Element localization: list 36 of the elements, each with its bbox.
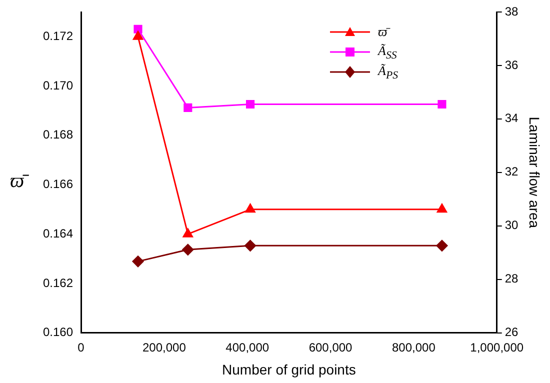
point (132, 256, 144, 268)
x-tick-label: 800,000 (392, 340, 436, 354)
x-tick-label: 200,000 (142, 340, 186, 354)
point (182, 228, 193, 238)
point (184, 103, 192, 112)
legend-label: Ã$_{PS}$ (378, 62, 398, 82)
point (132, 30, 144, 40)
point (436, 204, 448, 213)
x-axis-title: Number of grid points (222, 361, 356, 378)
y-tick-label: 0.166 (43, 177, 74, 192)
x-tick-label: 1,000,000 (470, 340, 524, 354)
y-tick-label: 0.162 (43, 276, 74, 290)
y-tick-label: 0.172 (43, 28, 74, 43)
y2-tick-label: 26 (504, 325, 519, 340)
point (438, 100, 446, 109)
y2-axis-title: Laminar flow area (526, 116, 543, 228)
point (246, 100, 255, 109)
y2-tick-label: 28 (504, 272, 519, 286)
point (134, 24, 142, 34)
y2-tick-label: 30 (504, 218, 519, 232)
x-tick-label: 600,000 (308, 340, 353, 354)
y2-tick-label: 38 (504, 4, 519, 18)
legend-label: Ã$_{SS}$ (378, 42, 397, 62)
y2-tick-label: 36 (504, 58, 519, 72)
x-tick-label: 0 (78, 340, 85, 354)
y-tick-label: 0.160 (43, 325, 74, 340)
point (436, 240, 448, 252)
y-tick-label: 0.164 (43, 226, 74, 240)
y2-tick-label: 34 (504, 111, 519, 126)
point (182, 244, 194, 256)
x-tick-label: 400,000 (226, 340, 270, 354)
point (244, 240, 256, 252)
y2-tick-label: 32 (504, 164, 519, 179)
y-tick-label: 0.168 (43, 128, 74, 142)
y-tick-label: 0.170 (43, 78, 74, 92)
point (245, 204, 256, 213)
